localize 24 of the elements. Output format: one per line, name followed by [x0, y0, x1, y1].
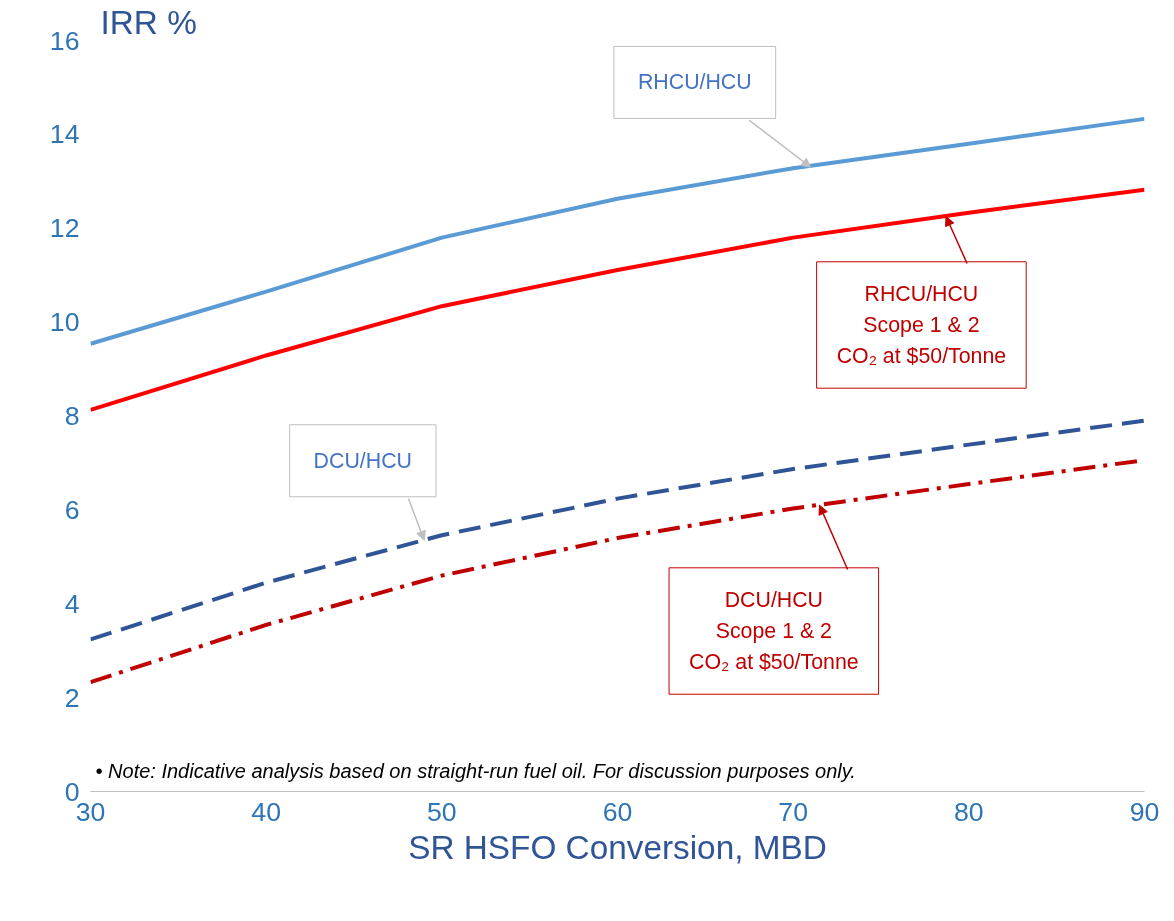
x-tick-label: 70 [778, 796, 808, 827]
line-series [90, 187, 1145, 412]
y-tick-label: 6 [64, 494, 80, 525]
x-tick-label: 80 [954, 796, 984, 827]
line-series [90, 116, 1145, 346]
y-tick-label: 16 [49, 25, 80, 56]
y-tick-label: 14 [49, 119, 80, 150]
y-tick-label: 4 [64, 588, 80, 619]
x-axis-title: SR HSFO Conversion, MBD [408, 828, 827, 866]
annotation: DCU/HCU Scope 1 & 2 CO₂ at $50/Tonne [689, 587, 859, 675]
x-tick-label: 40 [251, 796, 281, 827]
x-tick-label: 60 [602, 796, 633, 827]
x-tick-label: 50 [427, 796, 457, 827]
annotation: • Note: Indicative analysis based on straight-run fuel oil. For discussion purposes only. [95, 759, 856, 782]
annotation: RHCU/HCU Scope 1 & 2 CO₂ at $50/Tonne [836, 281, 1007, 369]
x-tick-label: 90 [1129, 796, 1160, 827]
y-tick-label: 12 [49, 213, 80, 244]
annotation: DCU/HCU [313, 448, 412, 473]
line-series [90, 418, 1145, 642]
y-tick-label: 8 [64, 401, 80, 431]
y-axis-title: IRR % [100, 3, 197, 41]
annotation: RHCU/HCU [637, 70, 752, 95]
y-tick-label: 10 [49, 307, 80, 338]
y-tick-label: 2 [64, 682, 80, 713]
